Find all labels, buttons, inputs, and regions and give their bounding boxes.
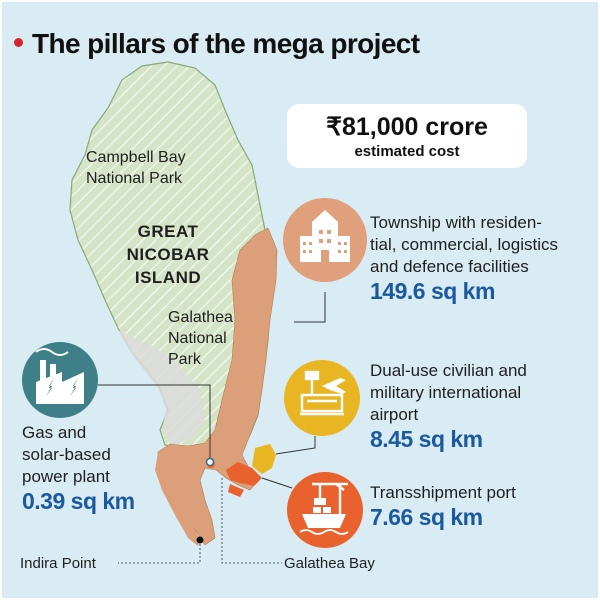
power-area-value: 0.39 sq km [22, 488, 135, 514]
airport-area-value: 8.45 sq km [370, 426, 483, 452]
power-plant-icon [22, 342, 98, 418]
page-title: The pillars of the mega project [14, 28, 420, 60]
cost-value: ₹81,000 crore [326, 113, 488, 141]
airport-icon [284, 360, 360, 436]
indira-point-dot [196, 536, 204, 544]
power-leader-dot [205, 457, 215, 467]
project-area-south [155, 452, 200, 546]
airport-description: Dual-use civilian and military internati… [370, 361, 527, 452]
project-area-east [157, 227, 278, 546]
galathea-park-label: Galathea National Park [168, 309, 233, 368]
port-area-value: 7.66 sq km [370, 504, 483, 530]
island-label: GREAT NICOBAR ISLAND [126, 222, 210, 287]
airport-area [252, 444, 276, 474]
cost-box: ₹81,000 crore estimated cost [287, 104, 527, 168]
non-park-zone [118, 330, 205, 445]
buildings-icon [283, 198, 367, 282]
port-area [226, 462, 262, 497]
galathea-bay-leader [221, 478, 282, 564]
port-crane-icon [287, 472, 363, 548]
galathea-bay-label: Galathea Bay [284, 555, 375, 572]
township-area: 149.6 sq km [370, 278, 495, 304]
port-leader [261, 477, 293, 489]
campbell-bay-label: Campbell Bay National Park [86, 149, 186, 187]
power-description: Gas and solar-based power plant 0.39 sq … [22, 423, 135, 514]
indira-point-leader [118, 540, 201, 564]
indira-point-label: Indira Point [20, 555, 96, 572]
cost-label: estimated cost [354, 143, 460, 160]
title-bullet [14, 38, 23, 48]
airport-leader [275, 436, 316, 455]
power-leader [98, 384, 211, 462]
port-description: Transshipment port 7.66 sq km [370, 483, 516, 530]
township-description: Township with residen- tial, commercial,… [370, 213, 558, 304]
township-leader [294, 292, 326, 323]
